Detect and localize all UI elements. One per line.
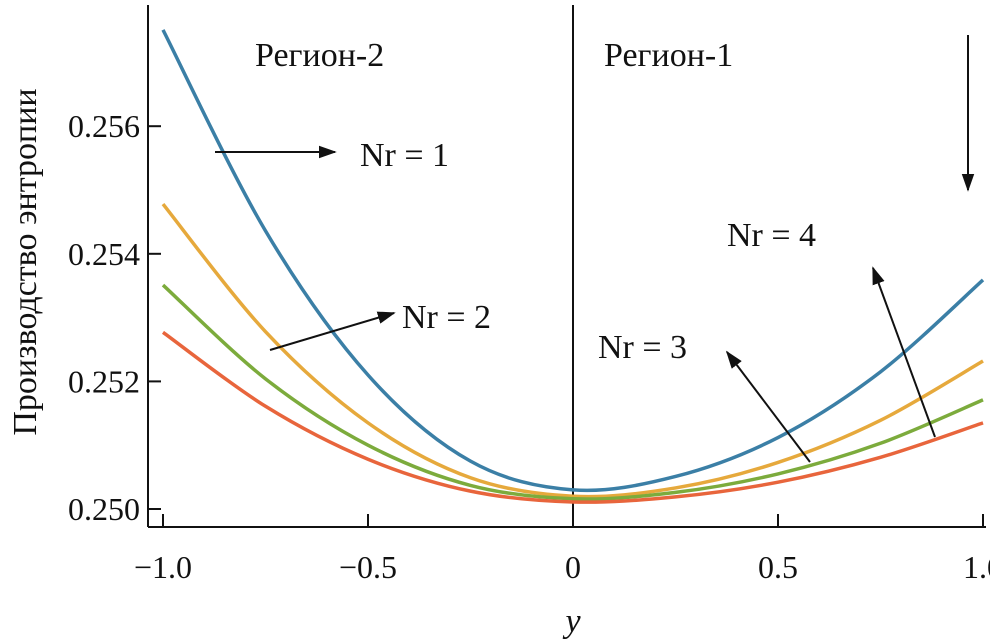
y-tick-label: 0.254 <box>68 236 140 272</box>
x-tick-label: 0 <box>565 549 581 585</box>
x-tick-label: −1.0 <box>134 549 192 585</box>
series-line-nr1 <box>161 29 985 493</box>
x-tick-label: −0.5 <box>339 549 397 585</box>
nr1-label: Nr = 1 <box>360 137 449 174</box>
series-line-nr4 <box>161 330 984 504</box>
y-tick-label: 0.256 <box>68 108 140 144</box>
nr3-arrow <box>725 350 811 463</box>
nr4-arrow <box>872 266 936 438</box>
axes <box>147 5 986 528</box>
x-tick-label: 0.5 <box>758 549 798 585</box>
x-axis-label: y <box>562 603 581 640</box>
annotations: Регион-2 Регион-1 Nr = 1 Nr = 2 Nr = 3 N… <box>215 35 975 463</box>
nr2-arrow <box>269 311 396 351</box>
nr4-label: Nr = 4 <box>727 217 816 254</box>
y-tick-label: 0.252 <box>68 363 140 399</box>
region-1-label: Регион-1 <box>604 37 733 74</box>
series-line-nr3 <box>161 283 984 501</box>
nr3-label: Nr = 3 <box>598 329 687 366</box>
y-axis-label: Производство энтропии <box>7 88 44 435</box>
region-2-label: Регион-2 <box>255 37 384 74</box>
x-tick-label: 1.0 <box>963 549 990 585</box>
nr2-label: Nr = 2 <box>402 299 491 336</box>
y-tick-label: 0.250 <box>68 491 140 527</box>
series-line-nr2 <box>161 202 984 499</box>
